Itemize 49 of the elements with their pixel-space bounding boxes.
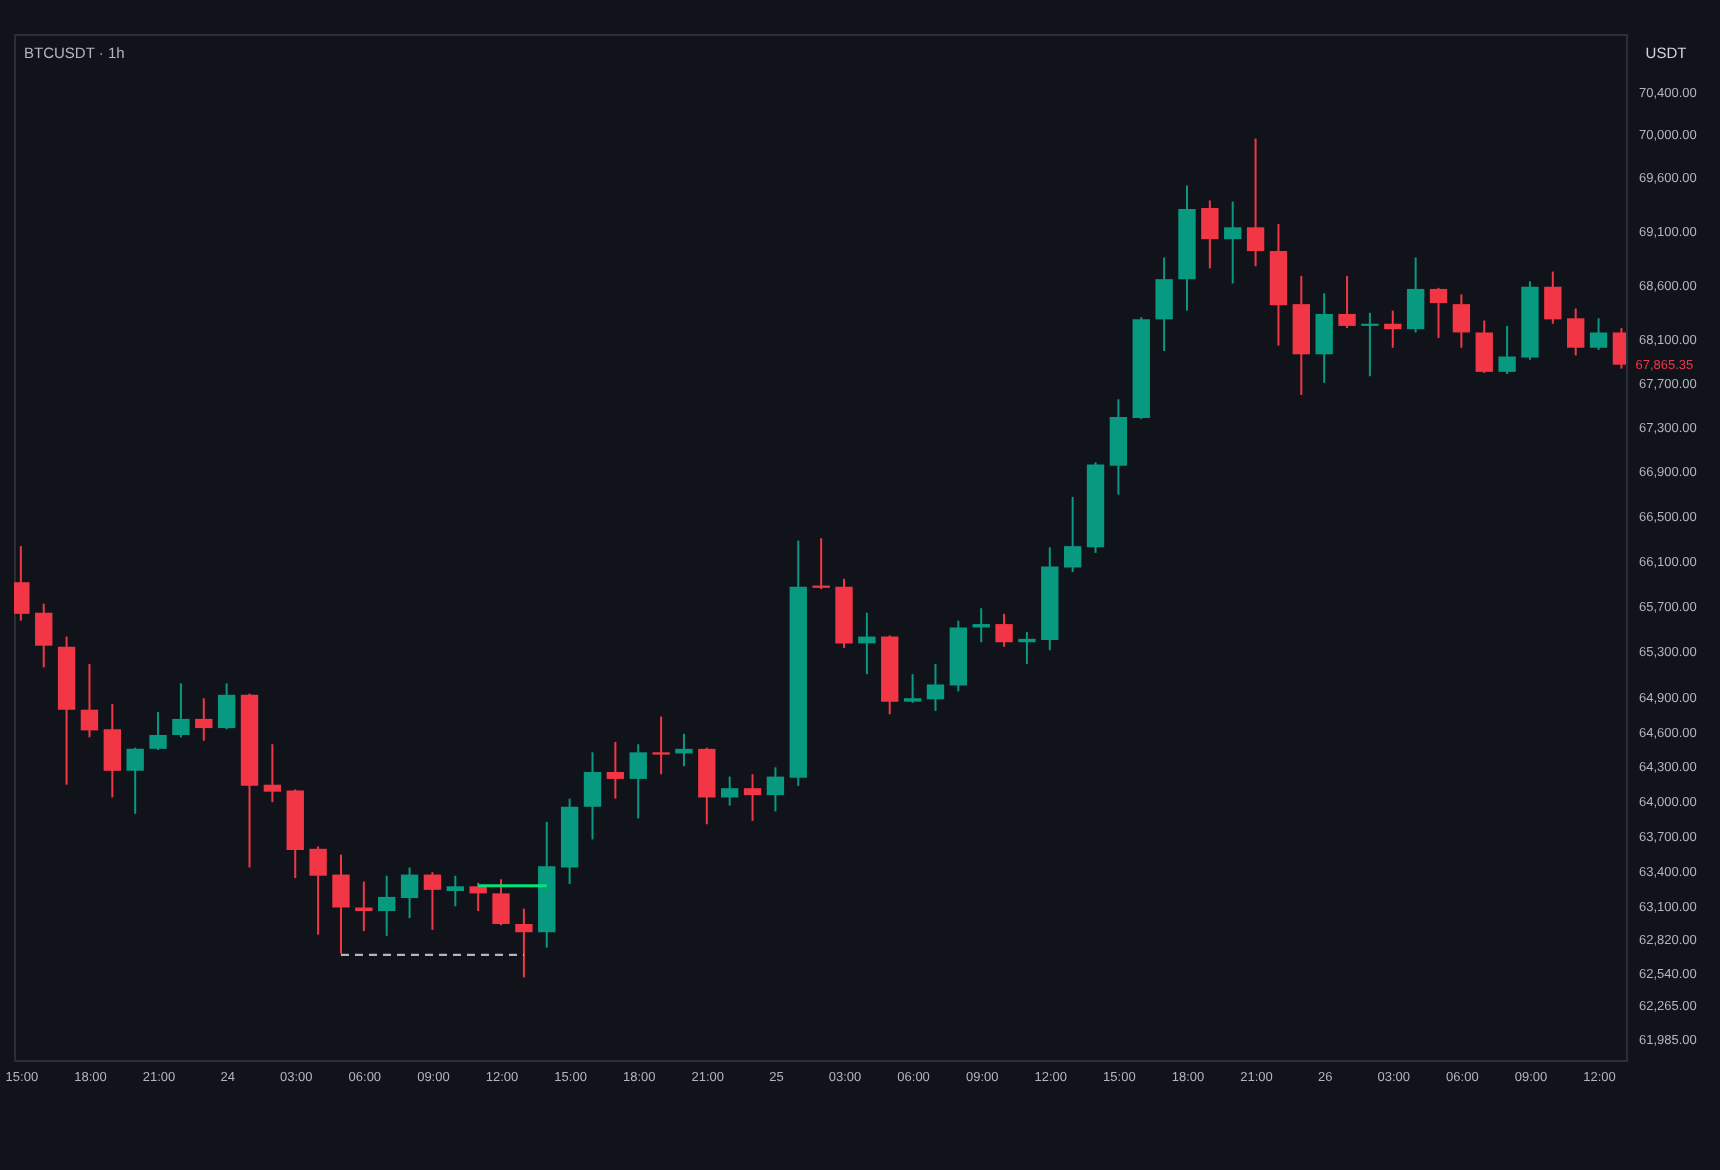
candlestick (766, 766, 785, 813)
candlestick (652, 715, 670, 776)
candlestick (1063, 495, 1082, 574)
candlestick (1201, 199, 1219, 270)
candlestick (1224, 200, 1242, 285)
candlestick (172, 682, 190, 739)
candlestick (446, 874, 464, 908)
candlestick (126, 746, 144, 815)
candlestick (378, 874, 396, 937)
candlestick (1315, 292, 1333, 384)
candlestick (1406, 256, 1425, 334)
candlestick (423, 871, 442, 931)
candlestick (926, 662, 945, 712)
candlestick (1452, 293, 1471, 349)
candlestick (1498, 324, 1516, 376)
candlestick (469, 881, 487, 913)
candlestick (1544, 270, 1562, 325)
candlestick (812, 537, 830, 590)
candlestick (309, 845, 327, 936)
candlestick (1018, 631, 1036, 665)
candlestick (903, 673, 922, 704)
candlestick (995, 612, 1013, 648)
candlestick (14, 545, 30, 622)
candlestick (400, 866, 419, 920)
candlestick (629, 743, 647, 820)
candlestick (195, 697, 213, 742)
candlestick (149, 710, 167, 751)
candlestick (720, 775, 739, 807)
candlestick (492, 878, 510, 927)
candlestick (583, 751, 602, 841)
candlestick (515, 907, 533, 979)
candlestick (743, 773, 762, 822)
candlestick (332, 853, 350, 955)
candlestick (858, 611, 876, 676)
candlestick (1246, 137, 1265, 268)
candlestick (1361, 311, 1379, 378)
candlestick (1338, 274, 1356, 330)
candlestick (35, 602, 53, 669)
candlestick (1429, 286, 1448, 339)
candlestick (263, 743, 282, 804)
candlestick (606, 740, 625, 800)
candlestick (1567, 307, 1585, 357)
candlestick (217, 682, 236, 731)
candlestick (1475, 319, 1493, 374)
candlestick (80, 662, 99, 739)
candlestick (675, 732, 693, 768)
candlestick (103, 702, 122, 799)
candlestick (1589, 317, 1608, 351)
candlestick (1155, 256, 1173, 353)
